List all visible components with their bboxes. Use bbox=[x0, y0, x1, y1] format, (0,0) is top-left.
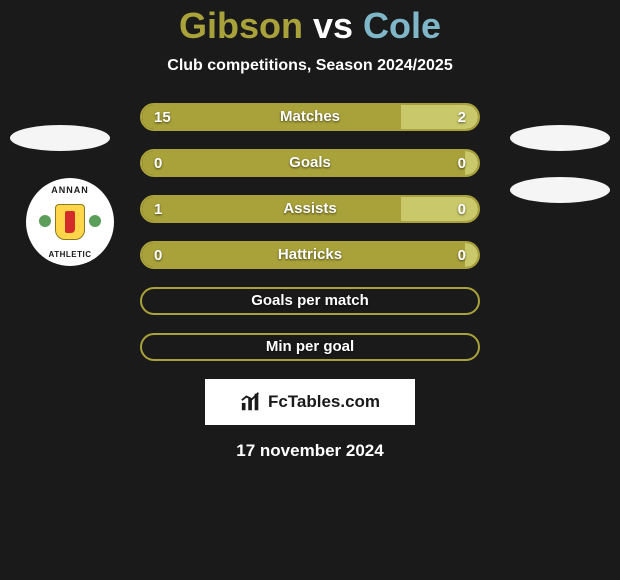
stat-bar-empty-min-per-goal: Min per goal bbox=[140, 333, 480, 361]
stat-bar-empty-goals-per-match: Goals per match bbox=[140, 287, 480, 315]
stat-bar-right-seg: 0 bbox=[465, 151, 478, 175]
stat-bar-hattricks: 00Hattricks bbox=[140, 241, 480, 269]
brand-badge: FcTables.com bbox=[205, 379, 415, 425]
stat-bar-assists: 10Assists bbox=[140, 195, 480, 223]
shield-emblem bbox=[65, 211, 75, 233]
stat-value-right: 2 bbox=[458, 109, 466, 126]
club-badge: ANNAN ATHLETIC bbox=[26, 178, 114, 266]
stat-bar-right-seg: 0 bbox=[465, 243, 478, 267]
stat-bar-left-seg: 15 bbox=[142, 105, 401, 129]
club-shield-icon bbox=[55, 204, 85, 240]
stat-value-left: 0 bbox=[154, 247, 162, 264]
thistle-icon bbox=[89, 215, 101, 227]
stat-bar-left-seg: 0 bbox=[142, 151, 465, 175]
title-player2: Cole bbox=[363, 5, 441, 46]
club-name-top: ANNAN bbox=[51, 185, 89, 195]
stat-value-right: 0 bbox=[458, 201, 466, 218]
player2-avatar-2 bbox=[510, 177, 610, 203]
club-name-bottom: ATHLETIC bbox=[49, 250, 92, 259]
title-vs: vs bbox=[313, 5, 353, 46]
stat-bar-right-seg: 2 bbox=[401, 105, 478, 129]
thistle-icon bbox=[39, 215, 51, 227]
stat-bars: 152Matches00Goals10Assists00HattricksGoa… bbox=[140, 103, 480, 361]
player1-avatar bbox=[10, 125, 110, 151]
stat-bar-matches: 152Matches bbox=[140, 103, 480, 131]
title-player1: Gibson bbox=[179, 5, 303, 46]
stat-bar-left-seg: 0 bbox=[142, 243, 465, 267]
stat-value-right: 0 bbox=[458, 155, 466, 172]
stat-value-left: 1 bbox=[154, 201, 162, 218]
stat-value-left: 15 bbox=[154, 109, 171, 126]
brand-chart-icon bbox=[240, 391, 262, 413]
comparison-card: Gibson vs Cole Club competitions, Season… bbox=[0, 0, 620, 580]
stat-label: Min per goal bbox=[142, 335, 478, 359]
subtitle: Club competitions, Season 2024/2025 bbox=[0, 57, 620, 75]
club-badge-inner: ANNAN ATHLETIC bbox=[35, 187, 105, 257]
stat-label: Goals per match bbox=[142, 289, 478, 313]
stat-bar-goals: 00Goals bbox=[140, 149, 480, 177]
brand-text: FcTables.com bbox=[268, 392, 380, 412]
page-title: Gibson vs Cole bbox=[0, 5, 620, 47]
stat-bar-left-seg: 1 bbox=[142, 197, 401, 221]
stat-bar-right-seg: 0 bbox=[401, 197, 478, 221]
stat-value-right: 0 bbox=[458, 247, 466, 264]
player2-avatar bbox=[510, 125, 610, 151]
stat-value-left: 0 bbox=[154, 155, 162, 172]
snapshot-date: 17 november 2024 bbox=[0, 441, 620, 461]
